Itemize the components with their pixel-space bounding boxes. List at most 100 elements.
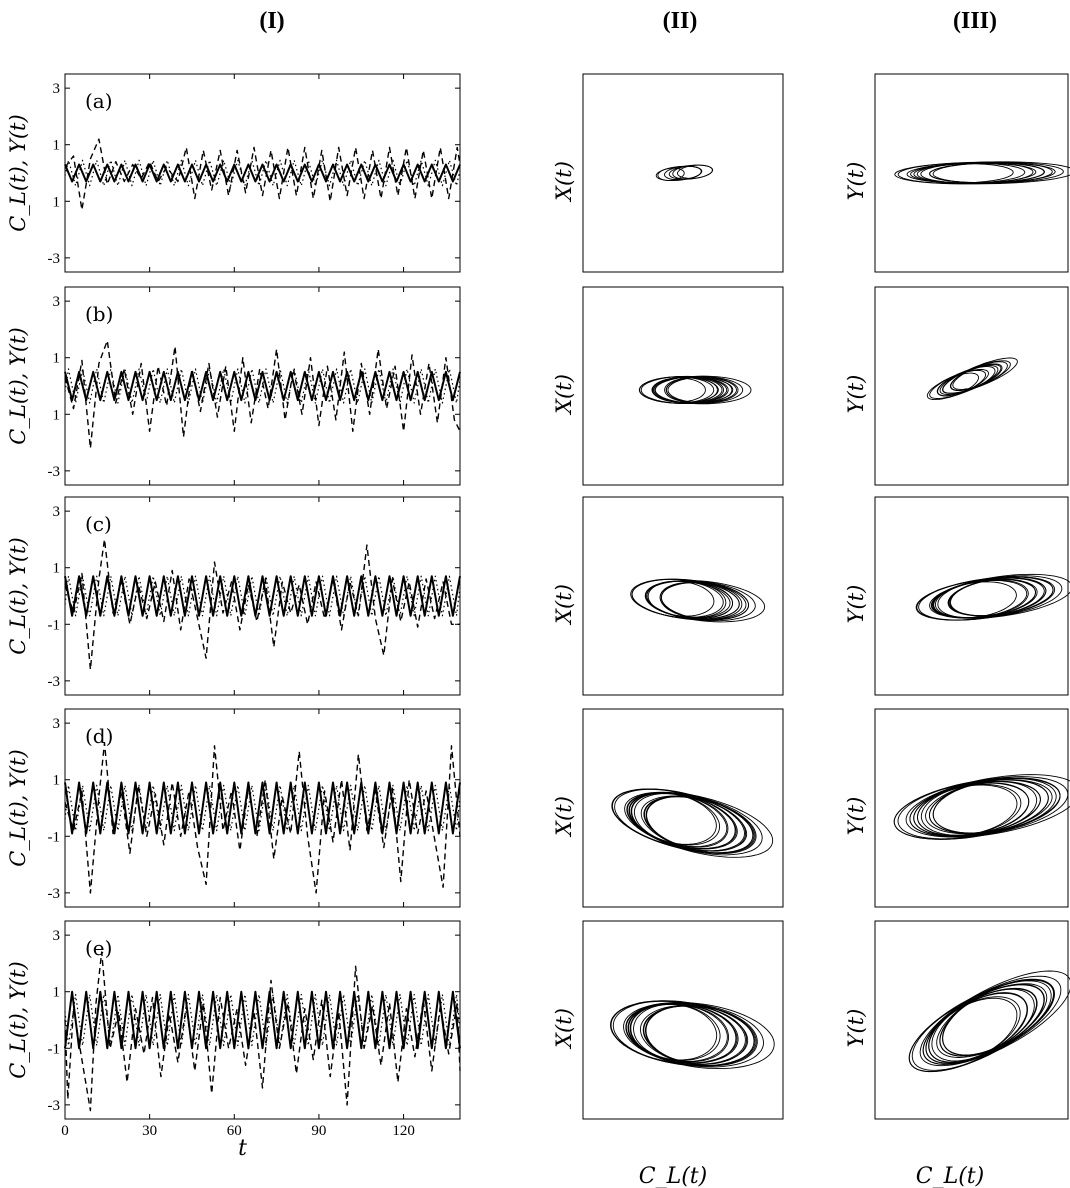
y-tick-label: 3 xyxy=(53,504,61,520)
trajectory-loop xyxy=(932,578,1038,619)
trajectory-loop xyxy=(937,581,1017,618)
timeseries-panel-a: 3 1 1 -3 (a) C_L(t), Y(t) xyxy=(6,73,461,273)
trajectory-loop xyxy=(932,782,1030,834)
trajectory-loop xyxy=(915,577,1047,621)
trajectory-loop xyxy=(910,161,1064,184)
y-tick-label: -1 xyxy=(48,617,61,633)
trajectory-loop xyxy=(893,778,1053,840)
trajectory-loop xyxy=(645,1005,737,1064)
trajectory-loop xyxy=(628,792,738,850)
trajectory-loop xyxy=(668,164,714,180)
timeseries-panel-b: 3 1 1 -3 (b) C_L(t), Y(t) xyxy=(6,286,461,486)
trajectory-loop xyxy=(939,980,1052,1057)
panels-layer: 3 1 1 -3 (a) C_L(t), Y(t) 3 1 1 -3 (b) C_L(t), Y(t)… xyxy=(6,73,1070,1188)
phase-panel-III-2: Y(t) xyxy=(844,496,1070,696)
phase-panel-II-2: X(t) xyxy=(552,496,784,696)
trajectory-loop xyxy=(928,778,1057,834)
plot-frame xyxy=(874,286,1069,486)
y-tick-label: -3 xyxy=(48,464,61,480)
trajectory-loop xyxy=(655,165,703,182)
trajectory-loop xyxy=(908,983,1048,1073)
trajectory-loop xyxy=(920,163,1014,184)
trajectory-loop xyxy=(928,996,1021,1063)
trajectory-loop xyxy=(659,582,727,618)
trajectory-loop xyxy=(629,1003,721,1061)
trajectory-loop xyxy=(664,377,718,403)
y-tick-label: 1 xyxy=(53,773,61,789)
plot-frame xyxy=(582,496,784,696)
panel-label: (c) xyxy=(85,512,112,536)
phase-panel-II-1: X(t) xyxy=(552,286,784,486)
y-tick-label: -1 xyxy=(48,829,61,845)
trajectory-loop xyxy=(610,1000,756,1067)
trajectory-loop xyxy=(950,363,1003,391)
trajectory-loop xyxy=(653,376,737,404)
y-tick-label: 3 xyxy=(53,81,61,97)
trajectory-loop xyxy=(949,579,1029,617)
plot-frame xyxy=(64,708,461,908)
y-tick-label: 1 xyxy=(53,985,61,1001)
y-tick-label: -3 xyxy=(48,886,61,902)
trajectory-loop xyxy=(630,792,721,846)
trajectory-loop xyxy=(623,1001,775,1070)
trajectory-loop xyxy=(917,783,1022,837)
trajectory-loop xyxy=(647,580,715,617)
y-tick-label: 1 xyxy=(53,194,61,210)
y-axis-label: Y(t) xyxy=(844,375,868,414)
y-tick-label: 3 xyxy=(53,294,61,310)
trajectory-loop xyxy=(919,970,1070,1067)
x-axis-label: C_L(t) xyxy=(916,1164,984,1188)
trajectory-loop xyxy=(942,988,1035,1056)
phase-panel-III-1: Y(t) xyxy=(844,286,1069,486)
trajectory-loop xyxy=(942,357,1018,394)
timeseries-panel-e: 3 1 -1 -30 30 60 90 120 (e) C_L(t), Y(t) t xyxy=(6,920,461,1161)
phase-panel-II-4: X(t) C_L(t) xyxy=(552,920,784,1188)
x-tick-label: 60 xyxy=(227,1123,242,1139)
x-tick-label: 120 xyxy=(392,1123,415,1139)
trajectory-loop xyxy=(638,376,728,404)
trajectory-loop xyxy=(645,580,734,619)
trajectory-loop xyxy=(645,796,729,848)
trajectory-loop xyxy=(930,576,1056,619)
series-line-dotted xyxy=(64,784,461,832)
trajectory-loop xyxy=(894,161,1056,185)
plot-frame xyxy=(582,920,784,1120)
plot-frame xyxy=(582,708,784,908)
x-tick-label: 90 xyxy=(311,1123,326,1139)
y-tick-label: 3 xyxy=(53,716,61,732)
y-axis-label: C_L(t), Y(t) xyxy=(6,961,30,1078)
plot-frame xyxy=(874,708,1069,908)
series-line-dashed xyxy=(64,340,461,449)
y-axis-label: Y(t) xyxy=(844,162,868,201)
trajectory-loop xyxy=(929,573,1070,619)
series-line-dashed xyxy=(64,951,461,1112)
trajectory-loop xyxy=(631,792,728,848)
trajectory-loop xyxy=(633,793,717,845)
y-axis-label: Y(t) xyxy=(844,1009,868,1048)
trajectory-loop xyxy=(934,580,1028,619)
column-title-I: (I) xyxy=(259,8,284,34)
series-line-dashed xyxy=(64,742,461,894)
panel-label: (b) xyxy=(85,302,113,326)
y-tick-label: -3 xyxy=(48,1098,61,1114)
y-axis-label: Y(t) xyxy=(844,797,868,836)
trajectory-loop xyxy=(612,1000,738,1064)
panel-label: (e) xyxy=(85,936,112,960)
trajectory-loop xyxy=(640,795,757,855)
series-line-solid xyxy=(64,575,461,617)
trajectory-loop xyxy=(625,1002,764,1068)
x-axis-label: C_L(t) xyxy=(639,1164,707,1188)
trajectory-loop xyxy=(929,162,1053,184)
plot-frame xyxy=(64,496,461,696)
phase-panel-II-0: X(t) xyxy=(552,73,784,273)
plot-frame xyxy=(582,286,784,486)
trajectory-loop xyxy=(929,162,1045,184)
trajectory-loop xyxy=(665,376,733,403)
y-axis-label: Y(t) xyxy=(844,585,868,624)
series-line-dashed xyxy=(64,538,460,671)
plot-frame xyxy=(874,73,1069,273)
y-axis-label: X(t) xyxy=(552,1008,576,1050)
y-tick-label: 1 xyxy=(53,351,61,367)
trajectory-loop xyxy=(931,575,1063,619)
